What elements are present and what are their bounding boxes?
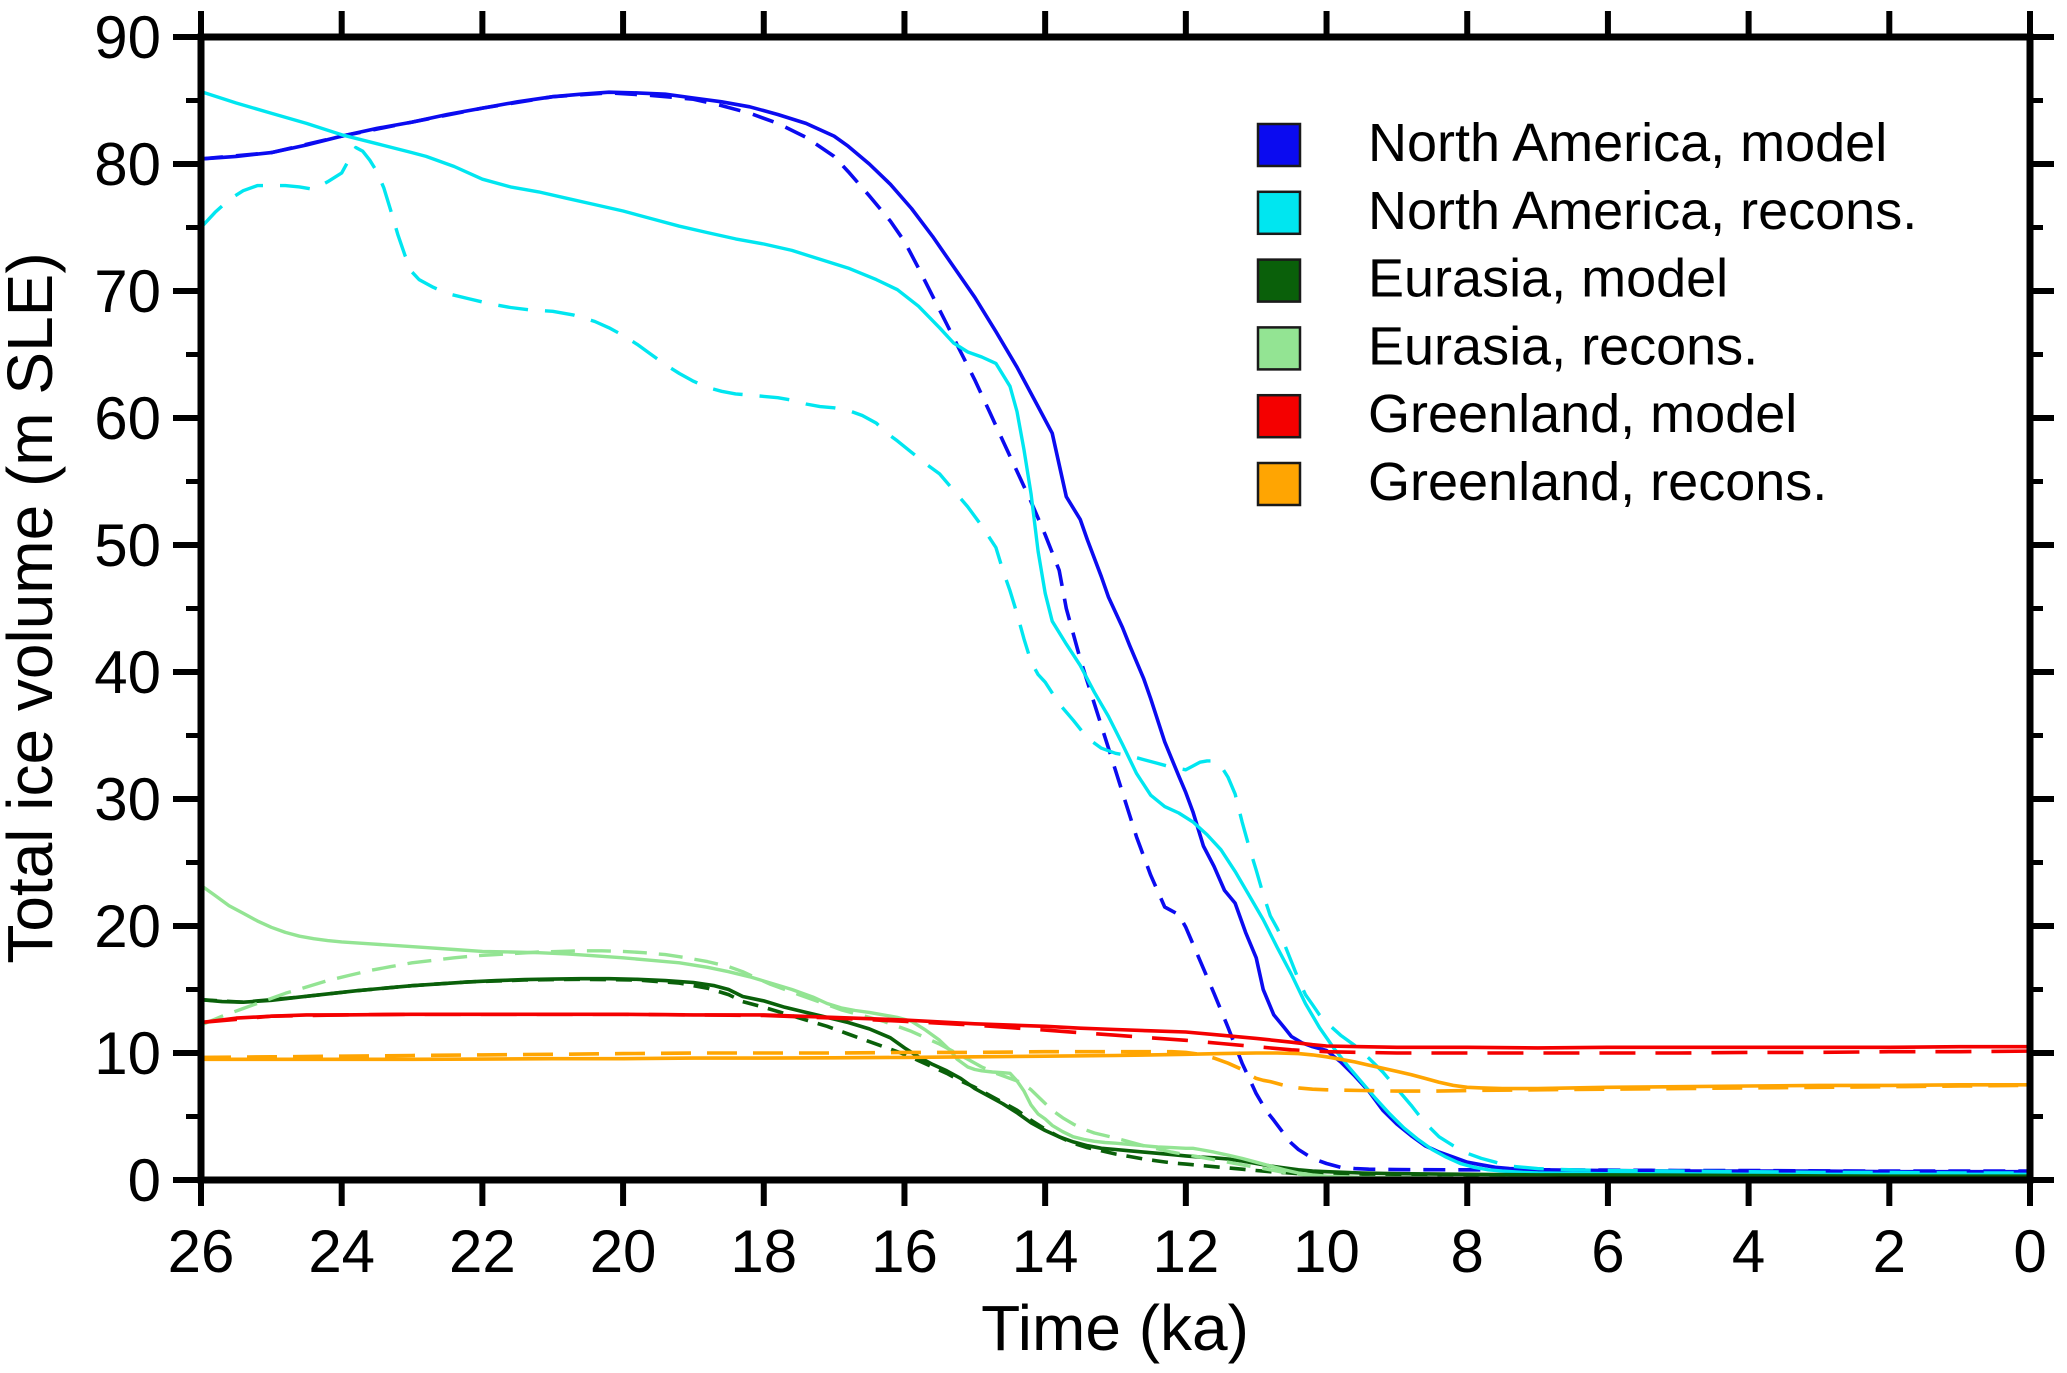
- x-tick-label: 20: [590, 1218, 657, 1285]
- x-tick-label: 4: [1732, 1218, 1765, 1285]
- x-tick-label: 16: [871, 1218, 938, 1285]
- legend-label-greenland-recons-: Greenland, recons.: [1368, 452, 1827, 512]
- series-greenland-recons-solid-: [201, 1051, 2030, 1091]
- x-tick-label: 2: [1873, 1218, 1906, 1285]
- legend-label-north-america-model: North America, model: [1368, 113, 1887, 173]
- x-tick-label: 6: [1591, 1218, 1624, 1285]
- legend-swatch-greenland-recons-: [1256, 461, 1302, 507]
- x-tick-label: 8: [1451, 1218, 1484, 1285]
- y-tick-label: 30: [94, 766, 161, 833]
- series-eurasia-recons-dashed-: [200, 949, 2030, 1181]
- legend-label-north-america-recons-: North America, recons.: [1368, 181, 1917, 241]
- y-tick-label: 20: [94, 893, 161, 960]
- y-tick-label: 90: [94, 4, 161, 71]
- series-north-america-model-run-2-dashed-: [200, 91, 2030, 1173]
- series-eurasia-model-run-2-dashed-: [200, 977, 2030, 1179]
- y-tick-label: 70: [94, 258, 161, 325]
- legend-label-eurasia-recons-: Eurasia, recons.: [1368, 316, 1758, 376]
- legend-swatch-greenland-model: [1256, 393, 1302, 439]
- y-tick-label: 50: [94, 512, 161, 579]
- x-tick-label: 10: [1293, 1218, 1360, 1285]
- legend-swatch-eurasia-model: [1256, 258, 1302, 303]
- x-tick-label: 12: [1152, 1218, 1219, 1285]
- legend-swatch-north-america-model: [1256, 122, 1302, 168]
- series-eurasia-model-run-1-solid-: [200, 976, 2030, 1178]
- y-tick-label: 80: [94, 131, 161, 198]
- series-north-america-model-run-1-solid-: [200, 90, 2030, 1174]
- y-tick-label: 60: [94, 385, 161, 452]
- y-tick-label: 0: [128, 1147, 161, 1214]
- axes-layer: [173, 11, 2054, 1206]
- x-tick-label: 26: [168, 1218, 235, 1285]
- labels-layer: Time (ka) Total ice volume (m SLE) 26 24 2…: [0, 4, 2047, 1364]
- legend-label-eurasia-model: Eurasia, model: [1368, 249, 1728, 309]
- x-tick-label: 18: [730, 1218, 797, 1285]
- y-tick-label: 10: [94, 1020, 161, 1087]
- y-tick-label: 40: [94, 639, 161, 706]
- y-axis-title: Total ice volume (m SLE): [0, 252, 66, 963]
- x-axis-title: Time (ka): [981, 1292, 1249, 1364]
- legend-label-greenland-model: Greenland, model: [1368, 384, 1797, 444]
- series-north-america-recons-solid-: [200, 89, 2030, 1177]
- x-tick-label: 0: [2013, 1218, 2046, 1285]
- legend-swatch-eurasia-recons-: [1256, 326, 1302, 371]
- legend: North America, model North America, recon…: [1256, 113, 1917, 512]
- series-greenland-model-run-1-solid-: [200, 1012, 2030, 1050]
- x-tick-label: 22: [449, 1218, 516, 1285]
- series-layer: [199, 89, 2031, 1181]
- series-north-america-recons-dashed-: [199, 145, 2030, 1175]
- x-tick-label: 14: [1012, 1218, 1079, 1285]
- x-tick-label: 24: [308, 1218, 375, 1285]
- legend-swatch-north-america-recons-: [1256, 190, 1302, 236]
- series-eurasia-recons-solid-: [200, 884, 2030, 1181]
